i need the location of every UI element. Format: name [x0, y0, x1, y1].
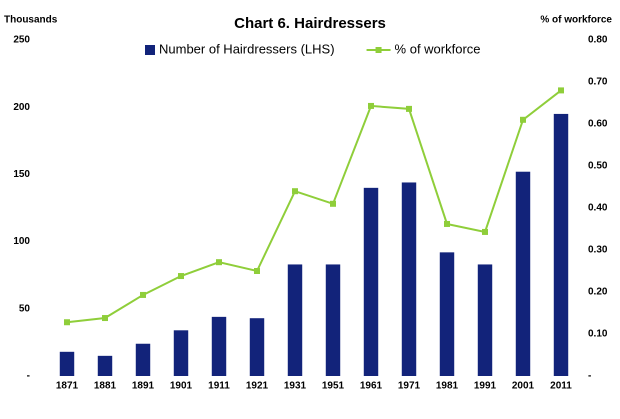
bar: [439, 252, 455, 376]
bar: [211, 316, 227, 376]
y-tick-label: 200: [13, 102, 30, 113]
line-marker: [292, 188, 298, 195]
bar: [97, 355, 113, 376]
x-tick-label: 1901: [170, 381, 193, 392]
bar: [59, 351, 75, 376]
y2-tick-label: 0.80: [588, 35, 608, 46]
y-axis-title: Thousands: [4, 15, 58, 26]
bar: [249, 318, 265, 376]
bar: [173, 330, 189, 376]
x-tick-label: 1951: [322, 381, 345, 392]
x-tick-label: 2011: [550, 381, 572, 392]
chart-title: Chart 6. Hairdressers: [234, 15, 386, 32]
y-tick-label: 100: [13, 236, 30, 247]
y2-tick-label: 0.10: [588, 329, 608, 340]
legend-swatch: [375, 47, 382, 53]
line-marker: [178, 273, 184, 280]
line-marker: [64, 319, 70, 326]
line-marker: [406, 105, 412, 112]
bar: [401, 182, 417, 376]
y-tick-label: 50: [19, 303, 31, 314]
y2-tick-label: -: [588, 371, 591, 382]
line-marker: [140, 291, 146, 298]
y2-tick-label: 0.70: [588, 77, 608, 88]
y2-axis-title: % of workforce: [540, 15, 612, 26]
y2-tick-label: 0.50: [588, 161, 608, 172]
x-tick-label: 1871: [56, 381, 79, 392]
x-tick-label: 1991: [474, 381, 497, 392]
x-tick-label: 1921: [246, 381, 269, 392]
x-tick-label: 1961: [360, 381, 383, 392]
legend-label: % of workforce: [395, 41, 481, 56]
legend-label: Number of Hairdressers (LHS): [159, 41, 335, 56]
y2-tick-label: 0.60: [588, 119, 608, 130]
y2-tick-label: 0.20: [588, 287, 608, 298]
y2-tick-label: 0.30: [588, 245, 608, 256]
x-tick-label: 1971: [398, 381, 421, 392]
legend-swatch: [145, 45, 155, 55]
x-tick-label: 1931: [284, 381, 307, 392]
bar: [135, 343, 151, 376]
y-tick-label: 250: [13, 35, 30, 46]
bar: [515, 171, 531, 376]
bar: [287, 264, 303, 376]
line-marker: [368, 102, 374, 109]
x-tick-label: 1911: [208, 381, 230, 392]
line: [66, 89, 562, 324]
bar: [363, 187, 379, 376]
x-tick-label: 1881: [94, 381, 117, 392]
line-marker: [482, 228, 488, 235]
line-marker: [330, 200, 336, 207]
bar: [553, 113, 569, 377]
x-tick-label: 2001: [512, 381, 535, 392]
line-marker: [444, 220, 450, 227]
line-marker: [216, 259, 222, 266]
line-marker: [254, 268, 260, 274]
line-marker: [520, 116, 526, 123]
x-tick-label: 1891: [132, 381, 155, 392]
x-tick-label: 1981: [436, 381, 459, 392]
line-marker: [102, 315, 108, 322]
bar: [477, 264, 493, 376]
line-marker: [558, 87, 564, 94]
bar: [325, 264, 341, 376]
y-tick-label: 150: [13, 169, 30, 180]
y2-tick-label: 0.40: [588, 203, 608, 214]
y-tick-label: -: [27, 371, 30, 382]
